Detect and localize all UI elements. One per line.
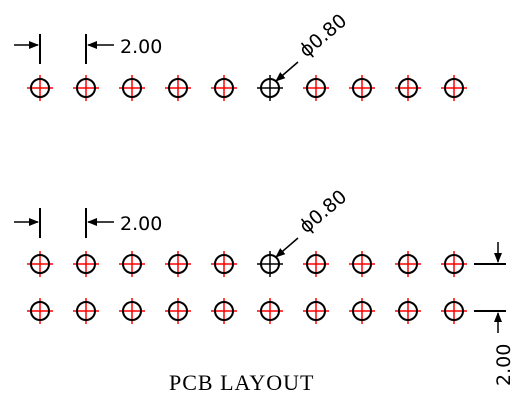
drawing-title: PCB LAYOUT <box>169 370 315 395</box>
pad-row-1 <box>27 75 467 101</box>
pad <box>165 251 191 277</box>
hole-diameter-label-1: ϕ0.80 <box>295 10 351 62</box>
pad <box>119 251 145 277</box>
pad <box>349 251 375 277</box>
pad <box>441 251 467 277</box>
pad <box>395 75 421 101</box>
pad <box>395 251 421 277</box>
row-spacing-dimension: 2.00 <box>474 242 515 386</box>
pad-highlighted <box>257 251 283 277</box>
pad-row-2-bottom <box>27 298 467 324</box>
pad <box>73 298 99 324</box>
pad <box>119 298 145 324</box>
pad <box>165 75 191 101</box>
pad <box>119 75 145 101</box>
pad <box>165 298 191 324</box>
row-spacing-label: 2.00 <box>493 344 515 386</box>
pad <box>27 75 53 101</box>
hole-diameter-callout-1: ϕ0.80 <box>275 10 351 82</box>
pitch-dimension-1: 2.00 <box>14 34 162 64</box>
pad <box>73 251 99 277</box>
pad <box>27 251 53 277</box>
pad <box>349 75 375 101</box>
pad <box>303 75 329 101</box>
hole-diameter-label-2: ϕ0.80 <box>295 186 351 238</box>
pad <box>441 298 467 324</box>
pitch-label-1: 2.00 <box>120 36 162 58</box>
pad <box>441 75 467 101</box>
pad <box>303 251 329 277</box>
pad-row-2-top <box>27 251 467 277</box>
pad <box>257 298 283 324</box>
pad <box>211 298 237 324</box>
pad <box>27 298 53 324</box>
layout-2: 2.00 ϕ0.80 2.00 <box>14 186 515 386</box>
pad <box>211 251 237 277</box>
layout-1: 2.00 ϕ0.80 <box>14 10 467 101</box>
pad <box>73 75 99 101</box>
pad-highlighted <box>257 75 283 101</box>
pitch-dimension-2: 2.00 <box>14 208 162 238</box>
pad <box>349 298 375 324</box>
pad <box>395 298 421 324</box>
pad <box>211 75 237 101</box>
pad <box>303 298 329 324</box>
hole-diameter-callout-2: ϕ0.80 <box>275 186 351 258</box>
pitch-label-2: 2.00 <box>120 213 162 235</box>
